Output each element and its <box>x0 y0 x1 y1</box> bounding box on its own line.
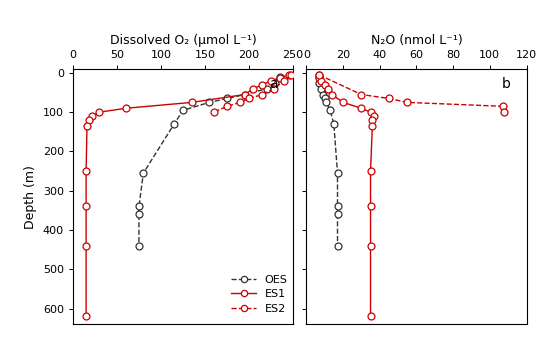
ES1 <box>316 76 322 80</box>
ES1 <box>329 92 335 97</box>
ES1 <box>340 100 346 105</box>
OES <box>171 122 178 126</box>
OES <box>323 100 330 105</box>
OES <box>180 108 186 112</box>
OES <box>140 171 146 175</box>
ES1 <box>371 114 377 118</box>
ES2 <box>288 73 295 77</box>
Y-axis label: Depth (m): Depth (m) <box>24 165 37 229</box>
ES1 <box>250 87 256 91</box>
ES1 <box>123 106 129 110</box>
ES1 <box>358 106 365 110</box>
ES1 <box>321 83 328 87</box>
ES1 <box>367 244 374 248</box>
OES <box>334 212 341 216</box>
ES1 <box>369 118 376 122</box>
OES <box>136 204 142 208</box>
Line: OES: OES <box>136 73 284 249</box>
Line: ES2: ES2 <box>316 71 508 116</box>
OES <box>264 87 270 91</box>
ES1 <box>259 83 266 87</box>
ES1 <box>367 314 374 318</box>
ES1 <box>84 124 90 128</box>
ES2 <box>501 110 508 114</box>
ES1 <box>286 73 292 77</box>
ES1 <box>83 244 89 248</box>
ES1 <box>367 204 374 208</box>
ES2 <box>237 100 244 105</box>
ES1 <box>83 314 89 318</box>
ES2 <box>281 79 287 83</box>
ES1 <box>89 114 96 118</box>
ES1 <box>316 73 322 77</box>
ES2 <box>224 104 230 108</box>
OES <box>334 171 341 175</box>
OES <box>206 100 213 105</box>
ES2 <box>246 96 252 100</box>
OES <box>334 244 341 248</box>
ES2 <box>386 96 392 100</box>
OES <box>224 96 230 100</box>
ES1 <box>83 169 89 173</box>
ES2 <box>211 110 217 114</box>
ES1 <box>241 92 248 97</box>
ES2 <box>404 100 410 105</box>
Line: OES: OES <box>316 73 341 249</box>
ES2 <box>259 92 266 97</box>
OES <box>241 92 248 97</box>
ES2 <box>316 73 322 77</box>
OES <box>330 122 337 126</box>
ES1 <box>96 110 103 114</box>
OES <box>334 204 341 208</box>
ES1 <box>367 169 374 173</box>
Text: b: b <box>502 77 511 91</box>
Line: ES1: ES1 <box>83 71 292 320</box>
ES1 <box>276 76 283 80</box>
OES <box>318 87 324 91</box>
ES1 <box>83 204 89 208</box>
Text: a: a <box>269 77 278 91</box>
Line: ES1: ES1 <box>316 71 377 320</box>
X-axis label: Dissolved O₂ (μmol L⁻¹): Dissolved O₂ (μmol L⁻¹) <box>110 34 256 47</box>
Legend: OES, ES1, ES2: OES, ES1, ES2 <box>231 275 287 314</box>
ES1 <box>85 118 92 122</box>
X-axis label: N₂O (nmol L⁻¹): N₂O (nmol L⁻¹) <box>370 34 462 47</box>
ES1 <box>369 124 376 128</box>
OES <box>276 75 283 79</box>
ES1 <box>188 100 195 105</box>
Line: ES2: ES2 <box>211 71 295 116</box>
OES <box>136 244 142 248</box>
ES1 <box>367 110 374 114</box>
OES <box>320 92 326 97</box>
OES <box>316 81 322 85</box>
ES1 <box>318 79 324 83</box>
OES <box>272 81 279 85</box>
ES1 <box>325 87 332 91</box>
ES1 <box>268 79 274 83</box>
ES2 <box>271 87 277 91</box>
OES <box>327 108 333 112</box>
OES <box>316 75 322 79</box>
ES2 <box>500 104 506 108</box>
ES2 <box>358 92 365 97</box>
OES <box>321 96 328 100</box>
OES <box>136 212 142 216</box>
